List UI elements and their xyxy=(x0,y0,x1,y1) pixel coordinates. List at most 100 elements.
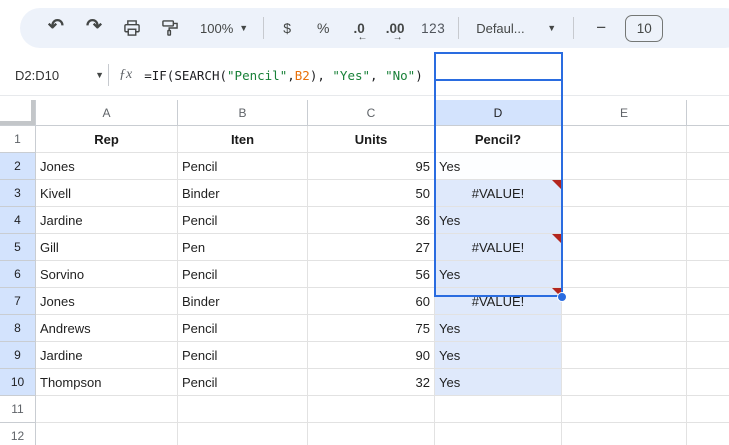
cell-B12[interactable] xyxy=(178,423,308,445)
cell-partial-11[interactable] xyxy=(687,396,729,423)
cell-E2[interactable] xyxy=(562,153,687,180)
cell-A5[interactable]: Gill xyxy=(36,234,178,261)
cell-E6[interactable] xyxy=(562,261,687,288)
cell-A7[interactable]: Jones xyxy=(36,288,178,315)
column-header-A[interactable]: A xyxy=(36,100,178,126)
row-header-9[interactable]: 9 xyxy=(0,342,36,369)
cell-partial-10[interactable] xyxy=(687,369,729,396)
cell-D4[interactable]: Yes xyxy=(435,207,562,234)
cell-D11[interactable] xyxy=(435,396,562,423)
cell-A4[interactable]: Jardine xyxy=(36,207,178,234)
cell-D8[interactable]: Yes xyxy=(435,315,562,342)
cell-B7[interactable]: Binder xyxy=(178,288,308,315)
cell-E8[interactable] xyxy=(562,315,687,342)
cell-D2[interactable]: Yes xyxy=(435,153,562,180)
increase-decimal-button[interactable]: .00 → xyxy=(381,14,409,43)
column-header-E[interactable]: E xyxy=(562,100,687,126)
formula-input[interactable]: =IF(SEARCH("Pencil",B2), "Yes", "No") xyxy=(144,68,423,83)
cell-partial-6[interactable] xyxy=(687,261,729,288)
cell-C1[interactable]: Units xyxy=(308,126,435,153)
cell-D5[interactable]: #VALUE! xyxy=(435,234,562,261)
cell-B2[interactable]: Pencil xyxy=(178,153,308,180)
row-header-5[interactable]: 5 xyxy=(0,234,36,261)
decrease-font-size-button[interactable]: − xyxy=(587,14,615,42)
format-currency-button[interactable]: $ xyxy=(273,14,301,42)
cell-B8[interactable]: Pencil xyxy=(178,315,308,342)
row-header-4[interactable]: 4 xyxy=(0,207,36,234)
cell-D1[interactable]: Pencil? xyxy=(435,126,562,153)
zoom-dropdown[interactable]: 100% ▼ xyxy=(194,14,254,42)
cell-D10[interactable]: Yes xyxy=(435,369,562,396)
cell-D6[interactable]: Yes xyxy=(435,261,562,288)
cell-C5[interactable]: 27 xyxy=(308,234,435,261)
font-size-input[interactable]: 10 xyxy=(625,14,664,42)
row-header-10[interactable]: 10 xyxy=(0,369,36,396)
cell-C9[interactable]: 90 xyxy=(308,342,435,369)
row-header-12[interactable]: 12 xyxy=(0,423,36,445)
cell-C12[interactable] xyxy=(308,423,435,445)
more-formats-button[interactable]: 123 xyxy=(417,14,449,42)
cell-C4[interactable]: 36 xyxy=(308,207,435,234)
font-dropdown[interactable]: Defaul... ▼ xyxy=(468,14,564,42)
row-header-6[interactable]: 6 xyxy=(0,261,36,288)
cell-E3[interactable] xyxy=(562,180,687,207)
cell-A9[interactable]: Jardine xyxy=(36,342,178,369)
cell-partial-8[interactable] xyxy=(687,315,729,342)
cell-A1[interactable]: Rep xyxy=(36,126,178,153)
cell-E1[interactable] xyxy=(562,126,687,153)
select-all-corner[interactable] xyxy=(0,100,36,126)
cell-partial-4[interactable] xyxy=(687,207,729,234)
name-box[interactable]: D2:D10 ▼ xyxy=(0,68,104,83)
cell-A12[interactable] xyxy=(36,423,178,445)
column-header-B[interactable]: B xyxy=(178,100,308,126)
cell-C6[interactable]: 56 xyxy=(308,261,435,288)
cell-D9[interactable]: Yes xyxy=(435,342,562,369)
cell-D3[interactable]: #VALUE! xyxy=(435,180,562,207)
cell-A10[interactable]: Thompson xyxy=(36,369,178,396)
cell-E7[interactable] xyxy=(562,288,687,315)
cell-A8[interactable]: Andrews xyxy=(36,315,178,342)
cell-A3[interactable]: Kivell xyxy=(36,180,178,207)
cell-C11[interactable] xyxy=(308,396,435,423)
cell-B1[interactable]: Iten xyxy=(178,126,308,153)
paint-format-button[interactable] xyxy=(156,14,184,42)
cell-B9[interactable]: Pencil xyxy=(178,342,308,369)
cell-partial-7[interactable] xyxy=(687,288,729,315)
redo-button[interactable]: ↷ xyxy=(80,14,108,42)
cell-C8[interactable]: 75 xyxy=(308,315,435,342)
row-header-3[interactable]: 3 xyxy=(0,180,36,207)
cell-B5[interactable]: Pen xyxy=(178,234,308,261)
cell-B11[interactable] xyxy=(178,396,308,423)
row-header-7[interactable]: 7 xyxy=(0,288,36,315)
cell-B6[interactable]: Pencil xyxy=(178,261,308,288)
cell-partial-1[interactable] xyxy=(687,126,729,153)
row-header-8[interactable]: 8 xyxy=(0,315,36,342)
column-header-D[interactable]: D xyxy=(435,100,562,126)
cell-C7[interactable]: 60 xyxy=(308,288,435,315)
cell-E10[interactable] xyxy=(562,369,687,396)
cell-C10[interactable]: 32 xyxy=(308,369,435,396)
cell-partial-3[interactable] xyxy=(687,180,729,207)
cell-E9[interactable] xyxy=(562,342,687,369)
undo-button[interactable]: ↶ xyxy=(42,14,70,42)
cell-B10[interactable]: Pencil xyxy=(178,369,308,396)
cell-partial-12[interactable] xyxy=(687,423,729,445)
print-button[interactable] xyxy=(118,14,146,42)
cell-E5[interactable] xyxy=(562,234,687,261)
cell-partial-2[interactable] xyxy=(687,153,729,180)
cell-B3[interactable]: Binder xyxy=(178,180,308,207)
row-header-1[interactable]: 1 xyxy=(0,126,36,153)
cell-C2[interactable]: 95 xyxy=(308,153,435,180)
cell-A11[interactable] xyxy=(36,396,178,423)
cell-C3[interactable]: 50 xyxy=(308,180,435,207)
cell-partial-9[interactable] xyxy=(687,342,729,369)
cell-D12[interactable] xyxy=(435,423,562,445)
cell-A6[interactable]: Sorvino xyxy=(36,261,178,288)
column-header-C[interactable]: C xyxy=(308,100,435,126)
fill-handle[interactable] xyxy=(557,292,567,302)
cell-B4[interactable]: Pencil xyxy=(178,207,308,234)
cell-E11[interactable] xyxy=(562,396,687,423)
cell-E4[interactable] xyxy=(562,207,687,234)
cell-partial-5[interactable] xyxy=(687,234,729,261)
row-header-11[interactable]: 11 xyxy=(0,396,36,423)
